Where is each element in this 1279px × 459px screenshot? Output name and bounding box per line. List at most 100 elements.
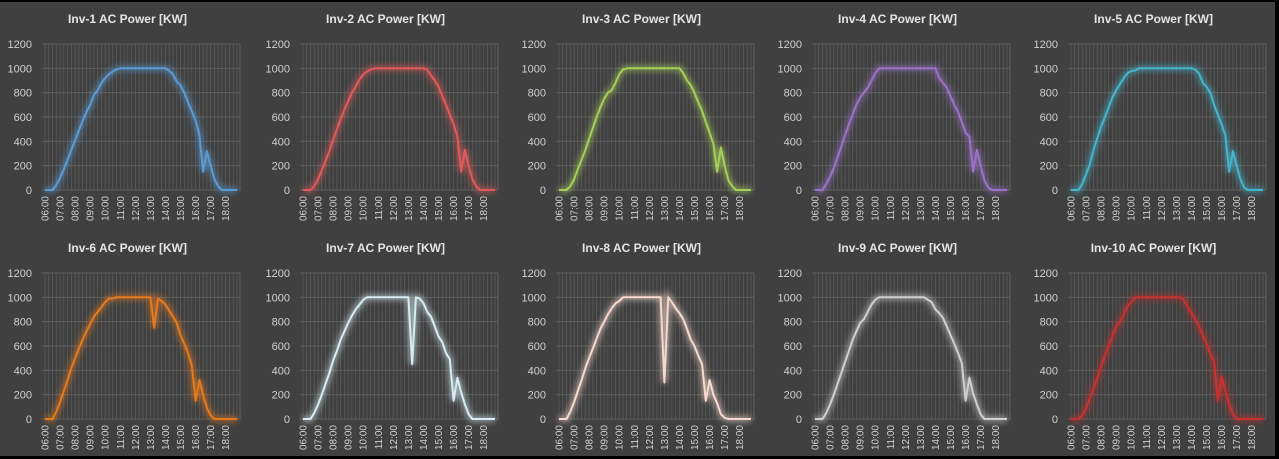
x-tick-label: 18:00: [1247, 196, 1258, 221]
x-tick-label: 18:00: [735, 425, 746, 450]
x-tick-label: 09:00: [856, 425, 867, 450]
y-tick-label: 1200: [266, 39, 290, 51]
y-tick-label: 200: [14, 390, 32, 402]
x-tick-label: 10:00: [615, 196, 626, 221]
x-tick-label: 13:00: [916, 425, 927, 450]
x-tick-label: 13:00: [404, 425, 415, 450]
x-tick-label: 08:00: [585, 425, 596, 450]
x-tick-label: 12:00: [389, 196, 400, 221]
y-tick-label: 600: [272, 341, 290, 353]
x-tick-label: 11:00: [1142, 196, 1153, 221]
x-tick-label: 08:00: [841, 425, 852, 450]
chart-inv-4: Inv-4 AC Power [KW] 0 200 400 600 800 1000 1200…: [770, 2, 1025, 229]
x-tick-label: 18:00: [479, 425, 490, 450]
x-tick-label: 06:00: [1067, 425, 1078, 450]
y-tick-label: 800: [528, 88, 546, 100]
x-tick-label: 08:00: [1097, 425, 1108, 450]
plot-area: 0 200 400 600 800 1000 1200 06:00 07:00 08:00 09:0…: [8, 39, 241, 221]
y-tick-label: 1000: [1034, 292, 1058, 304]
x-tick-label: 17:00: [976, 196, 987, 221]
plot-area: 0 200 400 600 800 1000 1200 06:00 07:00 08:00 09:0…: [778, 39, 1011, 221]
x-tick-label: 07:00: [56, 425, 67, 450]
x-tick-label: 16:00: [705, 425, 716, 450]
y-tick-label: 1000: [522, 292, 546, 304]
y-tick-label: 800: [272, 88, 290, 100]
chart-title: Inv-6 AC Power [KW]: [68, 241, 187, 255]
y-tick-label: 0: [796, 414, 802, 426]
x-tick-label: 07:00: [826, 425, 837, 450]
y-tick-label: 200: [528, 161, 546, 173]
series-line: [559, 67, 751, 191]
x-tick-label: 17:00: [1232, 196, 1243, 221]
plot-area: 0 200 400 600 800 1000 1200 06:00 07:00 08:00 09:0…: [522, 268, 755, 450]
y-tick-label: 1000: [778, 292, 802, 304]
x-tick-label: 12:00: [901, 196, 912, 221]
x-tick-label: 13:00: [1172, 196, 1183, 221]
x-tick-label: 12:00: [131, 425, 142, 450]
x-tick-label: 16:00: [705, 196, 716, 221]
y-tick-label: 0: [26, 185, 32, 197]
x-tick-label: 15:00: [690, 425, 701, 450]
y-tick-label: 1000: [522, 63, 546, 75]
x-tick-label: 15:00: [434, 425, 445, 450]
x-tick-label: 10:00: [359, 425, 370, 450]
x-tick-label: 17:00: [1232, 425, 1243, 450]
x-tick-label: 16:00: [961, 425, 972, 450]
y-tick-label: 400: [14, 365, 32, 377]
x-tick-label: 06:00: [811, 196, 822, 221]
x-tick-label: 13:00: [1172, 425, 1183, 450]
x-tick-label: 11:00: [374, 196, 385, 221]
chart-inv-8: Inv-8 AC Power [KW] 0 200 400 600 800 1000 1200…: [514, 231, 769, 458]
y-tick-label: 1200: [8, 39, 32, 51]
y-tick-label: 600: [528, 341, 546, 353]
x-tick-label: 12:00: [645, 425, 656, 450]
chart-title: Inv-2 AC Power [KW]: [326, 12, 445, 26]
x-tick-label: 06:00: [555, 425, 566, 450]
x-tick-label: 12:00: [131, 196, 142, 221]
x-tick-label: 15:00: [434, 196, 445, 221]
x-tick-label: 10:00: [1127, 196, 1138, 221]
x-tick-label: 18:00: [1247, 425, 1258, 450]
x-tick-label: 10:00: [101, 425, 112, 450]
chart-inv-7: Inv-7 AC Power [KW] 0 200 400 600 800 1000 1200…: [258, 231, 513, 458]
y-tick-label: 800: [1040, 88, 1058, 100]
y-tick-label: 1200: [8, 268, 32, 280]
chart-title: Inv-10 AC Power [KW]: [1090, 241, 1217, 255]
chart-inv-10: Inv-10 AC Power [KW] 0 200 400 600 800 1000 120…: [1026, 231, 1279, 458]
chart-inv-5: Inv-5 AC Power [KW] 0 200 400 600 800 1000 1200…: [1026, 2, 1279, 229]
plot-area: 0 200 400 600 800 1000 1200 06:00 07:00 08:00 09:0…: [1034, 39, 1267, 221]
chart-title: Inv-1 AC Power [KW]: [68, 12, 187, 26]
x-tick-label: 12:00: [901, 425, 912, 450]
y-tick-label: 0: [284, 185, 290, 197]
chart-inv-6: Inv-6 AC Power [KW] 0 200 400 600 800 1000 1200…: [0, 231, 255, 458]
chart-inv-1: Inv-1 AC Power [KW] 0 200 400 600 800 1000 1200…: [0, 2, 255, 229]
x-tick-label: 07:00: [570, 196, 581, 221]
chart-title: Inv-8 AC Power [KW]: [582, 241, 701, 255]
x-tick-label: 11:00: [116, 425, 127, 450]
y-tick-label: 0: [284, 414, 290, 426]
x-tick-label: 09:00: [600, 196, 611, 221]
y-tick-label: 1200: [1034, 39, 1058, 51]
x-tick-label: 10:00: [1127, 425, 1138, 450]
y-tick-label: 1000: [778, 63, 802, 75]
x-tick-label: 10:00: [359, 196, 370, 221]
x-tick-label: 14:00: [931, 425, 942, 450]
series-line: [1071, 67, 1263, 191]
series-line: [815, 67, 1007, 191]
x-tick-label: 11:00: [630, 425, 641, 450]
chart-title: Inv-9 AC Power [KW]: [838, 241, 957, 255]
x-tick-label: 06:00: [41, 196, 52, 221]
y-tick-label: 0: [26, 414, 32, 426]
x-tick-label: 13:00: [916, 196, 927, 221]
x-tick-label: 12:00: [1157, 196, 1168, 221]
y-tick-label: 400: [1040, 136, 1058, 148]
y-tick-label: 1200: [266, 268, 290, 280]
x-tick-label: 07:00: [314, 425, 325, 450]
x-tick-label: 16:00: [191, 425, 202, 450]
y-tick-label: 800: [784, 317, 802, 329]
x-tick-label: 14:00: [675, 196, 686, 221]
x-tick-label: 14:00: [419, 196, 430, 221]
y-tick-label: 600: [784, 341, 802, 353]
x-tick-label: 15:00: [1202, 196, 1213, 221]
